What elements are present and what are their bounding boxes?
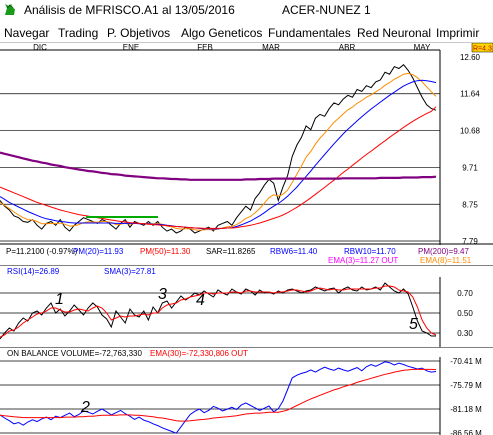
obv-y-tick-label: -81.18 M <box>450 405 482 414</box>
info-pm20: PM(20)=11.93 <box>73 247 124 256</box>
obv-ema-label: EMA(30)=-72,330,806 OUT <box>150 349 248 358</box>
menu-item-navegar[interactable]: Navegar <box>4 26 50 40</box>
obv-label: ON BALANCE VOLUME=-72,763,330 <box>7 349 143 358</box>
price-series-p <box>0 63 437 234</box>
price-series-pm-200 <box>0 151 437 181</box>
obv-y-tick-label: -70.41 M <box>450 357 482 366</box>
price-y-tick-label: 9.71 <box>462 164 478 173</box>
info-rbw6: RBW6=11.40 <box>270 247 318 256</box>
price-y-tick-label: 12.60 <box>460 53 481 62</box>
price-series-pm-50 <box>0 106 437 229</box>
window-subtitle: ACER-NUNEZ 1 <box>282 3 371 17</box>
last-value-badge <box>471 43 493 53</box>
month-label-may: MAY <box>414 43 431 52</box>
month-label-ene: ENE <box>123 43 139 52</box>
menu-item-imprimir[interactable]: Imprimir <box>436 26 480 40</box>
rsi-series-sma-3 <box>0 285 437 338</box>
rsi-y-tick-label: 0.30 <box>457 329 473 338</box>
month-label-abr: ABR <box>339 43 356 52</box>
month-label-dic: DIC <box>33 43 47 52</box>
info-pm200: PM(200)=9.47 <box>418 247 469 256</box>
month-label-mar: MAR <box>262 43 280 52</box>
obv-series-ema-30 <box>0 368 437 422</box>
window-title: Análisis de MFRISCO.A1 al 13/05/2016 <box>24 3 235 17</box>
rsi-series-rsi-14 <box>0 282 436 340</box>
info-sar: SAR=11.8265 <box>206 247 256 256</box>
annotation-5: 5 <box>409 316 418 333</box>
price-info-bar: P=11.2100 (-0.97%) PM(20)=11.93 PM(50)=1… <box>6 247 472 265</box>
price-y-tick-label: 8.75 <box>462 200 478 209</box>
menu-item-objetivos[interactable]: P. Objetivos <box>107 26 171 40</box>
annotation-2: 2 <box>80 399 90 416</box>
obv-y-tick-label: -86.56 M <box>450 429 482 435</box>
obv-series-on-balance-volume <box>0 361 437 434</box>
price-y-tick-label: 10.68 <box>460 126 481 135</box>
info-rbw10: RBW10=11.70 <box>344 247 396 256</box>
menu-bar: Navegar Trading P. Objetivos Algo Geneti… <box>0 22 493 43</box>
rsi-label: RSI(14)=26.89 <box>7 267 60 276</box>
annotation-3: 3 <box>158 286 167 303</box>
price-y-tick-label: 11.64 <box>460 90 480 99</box>
menu-item-algo-geneticos[interactable]: Algo Geneticos <box>181 26 263 40</box>
annotation-4: 4 <box>196 292 205 309</box>
obv-chart-panel: ON BALANCE VOLUME=-72,763,330 EMA(30)=-7… <box>0 347 493 435</box>
obv-y-tick-label: -75.79 M <box>450 381 482 390</box>
annotation-1: 1 <box>55 291 64 308</box>
rsi-chart-panel: RSI(14)=26.89 SMA(3)=27.81 0.700.500.30 … <box>0 265 493 347</box>
green-bull-logo-icon <box>5 4 15 15</box>
menu-item-red-neuronal[interactable]: Red Neuronal <box>357 26 432 40</box>
info-ema3: EMA(3)=11.27 OUT <box>328 256 398 265</box>
title-bar: Análisis de MFRISCO.A1 al 13/05/2016 ACE… <box>0 0 493 20</box>
info-price: P=11.2100 (-0.97%) <box>6 247 78 256</box>
price-y-tick-label: 7.79 <box>462 237 478 245</box>
price-chart-panel: DIC ENE FEB MAR ABR MAY 12.60 11.64 10.68 9.71 8.… <box>0 43 493 245</box>
sma-label: SMA(3)=27.81 <box>104 267 156 276</box>
menu-item-trading[interactable]: Trading <box>58 26 99 40</box>
info-ema8: EMA(8)=11.51 <box>420 256 472 265</box>
last-value-badge-text: R=4.3 <box>473 46 492 53</box>
rsi-y-tick-label: 0.70 <box>457 289 473 298</box>
menu-item-fundamentales[interactable]: Fundamentales <box>268 26 351 40</box>
info-pm50: PM(50)=11.30 <box>140 247 191 256</box>
month-label-feb: FEB <box>197 43 213 52</box>
rsi-y-tick-label: 0.50 <box>457 309 473 318</box>
